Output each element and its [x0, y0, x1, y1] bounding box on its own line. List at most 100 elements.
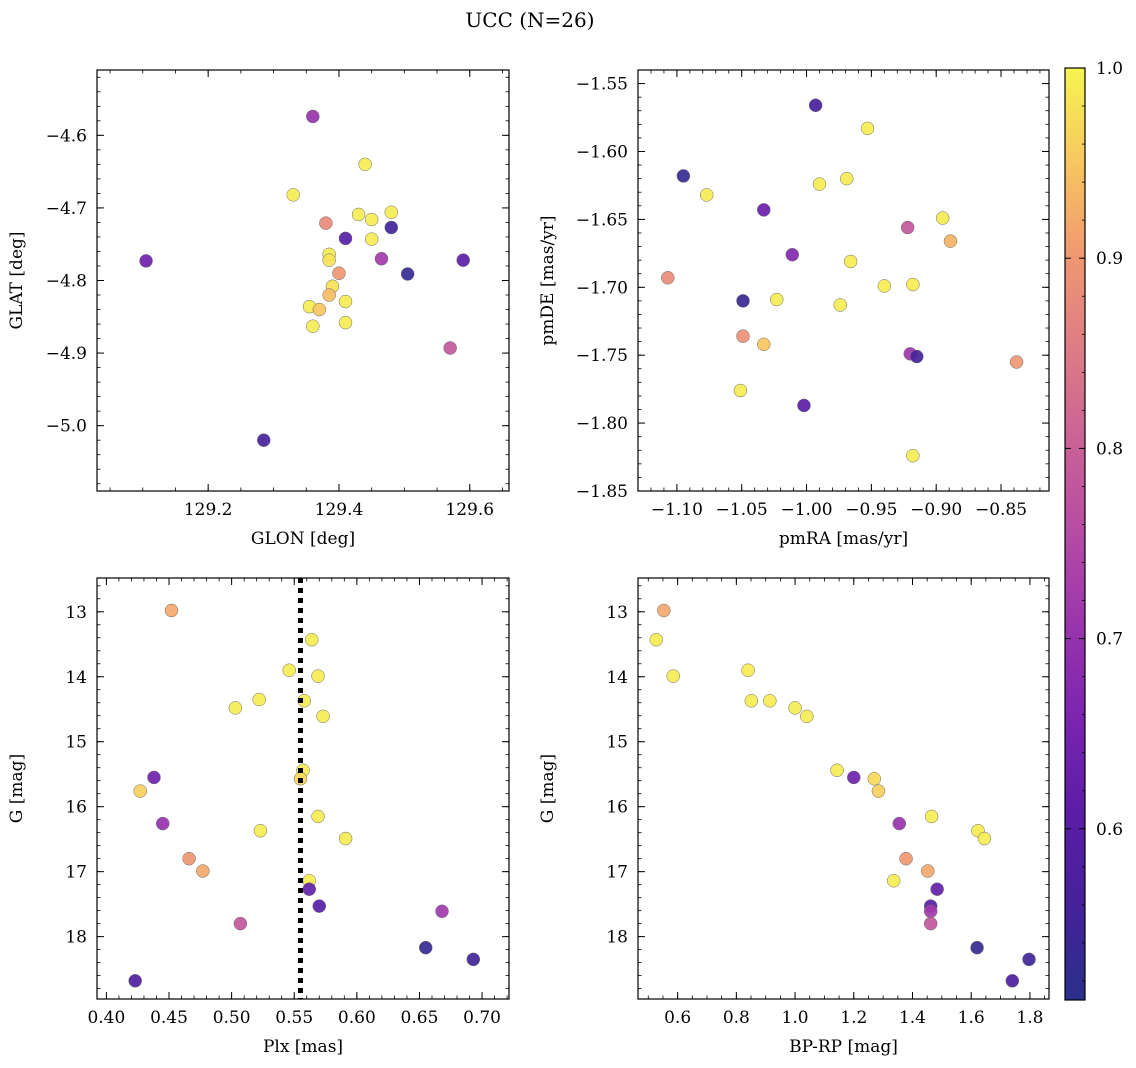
colorbar: 0.6 0.7 0.8 0.9 1.0 [1064, 59, 1123, 1001]
data-point [305, 632, 319, 647]
data-point [899, 851, 913, 866]
data-point [311, 809, 325, 824]
data-point [312, 302, 327, 317]
x-tick-label: 0.55 [275, 1008, 313, 1028]
y-tick-label: −1.80 [576, 414, 628, 434]
colorbar-tick-label: 0.6 [1096, 820, 1123, 840]
figure-title: UCC (N=26) [465, 8, 594, 32]
x-tick-label: 129.4 [315, 500, 364, 520]
chart-panel-3: 0.40 0.45 0.50 0.55 0.60 0.65 0.70 13 14 15 16 17 18… [7, 577, 510, 1057]
y-tick-label: −4.9 [46, 344, 87, 364]
plot-frame [637, 577, 1050, 1000]
x-axis-title: GLON [deg] [251, 529, 355, 549]
data-point [666, 669, 680, 683]
data-point [923, 916, 938, 931]
data-point [297, 694, 312, 708]
x-tick-label: 1.0 [782, 1008, 809, 1028]
data-point [435, 904, 449, 919]
data-point [302, 882, 317, 896]
data-point [133, 784, 147, 798]
data-point [785, 247, 800, 262]
y-tick-label: 16 [65, 798, 87, 818]
y-tick-label: 18 [65, 928, 87, 948]
data-point [843, 254, 858, 269]
data-point [847, 770, 861, 785]
y-tick-label: −1.75 [576, 346, 628, 366]
data-point [886, 874, 901, 888]
data-point [763, 694, 777, 708]
x-tick-label: −0.85 [975, 500, 1027, 520]
x-tick-label: 1.6 [958, 1008, 985, 1028]
x-axis-title: BP-RP [mag] [789, 1037, 898, 1057]
data-point [657, 603, 671, 618]
data-point [312, 899, 327, 913]
y-tick-label: −4.6 [46, 126, 87, 146]
data-point [736, 294, 750, 308]
data-point [900, 220, 915, 235]
data-point [839, 171, 854, 186]
plot-frame [96, 69, 510, 492]
colorbar-tick-label: 0.9 [1096, 249, 1123, 269]
y-tick-label: −5.0 [46, 417, 87, 437]
data-point [351, 207, 366, 222]
data-point [128, 974, 142, 988]
data-point [769, 292, 784, 307]
x-tick-label: 0.45 [150, 1008, 188, 1028]
x-tick-label: 0.40 [87, 1008, 125, 1028]
x-tick-label: 0.50 [213, 1008, 251, 1028]
colorbar-tick-label: 0.7 [1096, 630, 1123, 650]
data-point [139, 254, 153, 268]
data-point [252, 692, 266, 707]
x-tick-label: 0.8 [723, 1008, 750, 1028]
data-point [833, 298, 848, 312]
y-axis-title: G [mag] [7, 754, 27, 823]
x-tick-label: 129.6 [445, 500, 494, 520]
data-point [155, 816, 170, 831]
y-tick-label: −1.65 [576, 210, 628, 230]
y-tick-label: 18 [606, 928, 628, 948]
data-point [384, 220, 399, 235]
data-point [867, 772, 882, 786]
data-point [661, 271, 675, 285]
data-point [358, 157, 372, 172]
x-tick-label: −1.00 [780, 500, 832, 520]
colorbar-tick-label: 1.0 [1096, 59, 1123, 79]
data-point [699, 188, 714, 202]
colorbar-gradient [1064, 67, 1086, 1001]
y-tick-label: −1.85 [576, 482, 628, 502]
data-point [418, 940, 433, 955]
chart-panel-1: 129.2 129.4 129.6 −4.6 −4.7 −4.8 −4.9 −5.0 GLON … [7, 69, 510, 549]
data-point [757, 337, 771, 352]
data-point [910, 349, 924, 364]
data-point [364, 232, 379, 246]
data-point [364, 212, 379, 227]
chart-panel-4: 0.6 0.8 1.0 1.2 1.4 1.6 1.8 13 14 15 16 17 18 BP-RP [… [538, 577, 1050, 1057]
data-point [257, 433, 271, 447]
data-point [316, 709, 330, 724]
data-point [1005, 974, 1020, 988]
y-tick-label: −4.7 [46, 199, 87, 219]
y-tick-label: −4.8 [46, 272, 87, 292]
x-tick-label: 0.65 [401, 1008, 439, 1028]
data-point [800, 709, 814, 724]
x-tick-label: 1.2 [840, 1008, 867, 1028]
data-point [923, 904, 938, 919]
data-point [443, 341, 457, 355]
y-tick-label: 13 [65, 603, 87, 623]
data-point [338, 315, 353, 330]
data-point [282, 663, 296, 678]
data-point [338, 231, 353, 246]
x-axis-title: pmRA [mas/yr] [779, 529, 908, 549]
data-point [400, 267, 415, 281]
data-point [906, 448, 920, 463]
y-axis-title: GLAT [deg] [7, 231, 27, 329]
data-point [147, 770, 161, 785]
y-tick-label: 15 [606, 733, 628, 753]
data-point [182, 851, 196, 866]
y-tick-label: −1.70 [576, 278, 628, 298]
data-point [456, 253, 470, 267]
y-tick-label: 16 [606, 798, 628, 818]
data-point [788, 701, 802, 715]
